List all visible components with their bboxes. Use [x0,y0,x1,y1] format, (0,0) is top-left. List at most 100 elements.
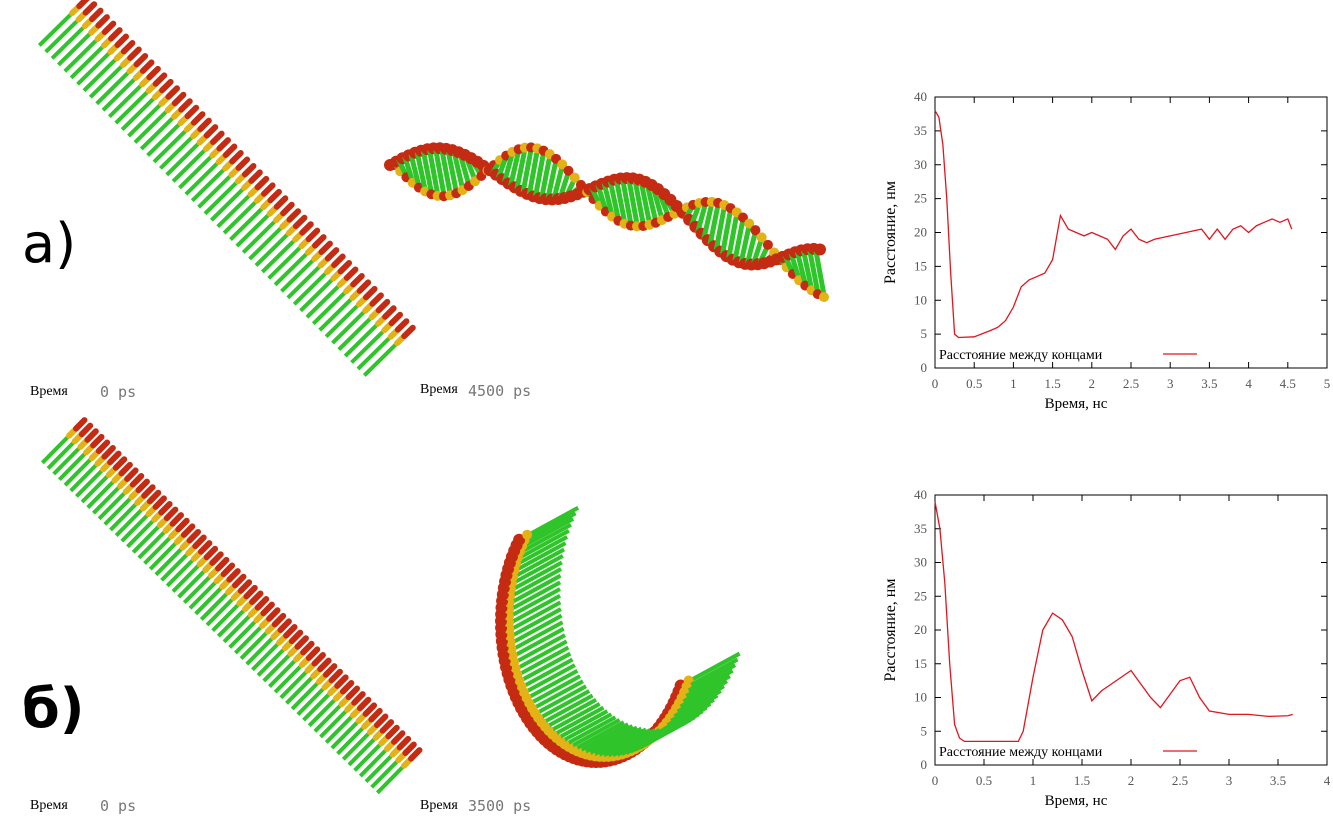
phosphate [737,212,748,223]
sugar [248,169,263,184]
sugar [184,104,200,120]
y-tick-label: 10 [914,292,927,307]
y-tick-label: 20 [914,622,927,637]
base-rung [671,679,728,714]
x-tick-label: 0 [932,773,939,788]
base-rung [505,567,563,601]
phosphate [260,198,272,211]
base-rung [152,129,187,164]
base-rung [639,183,652,224]
y-tick-label: 0 [921,360,928,375]
base-rung [292,271,327,306]
plot-frame [934,96,1328,369]
base-rung [504,580,562,615]
base-rung [536,693,594,728]
base-rung [188,581,217,610]
base-rung [506,554,564,588]
phosphate [336,276,349,288]
sugar [114,33,130,48]
phosphate [139,499,152,512]
base-rung [248,226,283,261]
base-rung [713,206,727,251]
base-rung [222,614,251,644]
base-rung [567,720,625,754]
sugar [351,691,366,706]
sugar [382,305,397,320]
phosphate [270,628,283,641]
base-rung [37,13,73,47]
base-rung [103,497,132,526]
base-rung [414,151,428,191]
base-rung [69,463,98,493]
base-rung [458,155,472,186]
sugar [311,651,326,667]
base-rung [211,603,240,633]
sugar [135,478,150,494]
phosphate [139,75,151,88]
phosphate [230,589,243,601]
base-rung [239,631,268,660]
base-rung [559,715,617,749]
sugar [362,702,378,717]
time-value: 0 ps [100,383,136,401]
time-value: 4500 ps [468,382,531,400]
base-rung [813,251,827,296]
y-tick-label: 10 [914,690,927,705]
base-rung [601,182,615,216]
y-tick-label: 0 [921,757,928,772]
y-tick-label: 30 [914,555,927,570]
base-rung [589,727,647,762]
sugar [241,162,257,178]
base-rung [76,51,111,86]
phosphate [362,302,374,314]
sugar [175,517,190,533]
sugar [373,713,389,729]
base-rung [595,184,609,212]
base-rung [364,754,393,784]
panel-label: а) [22,212,76,275]
base-rung [216,194,251,229]
phosphate [77,438,90,450]
base-rung [563,718,621,752]
sugar [101,445,116,460]
sugar [318,240,333,256]
base-rung [681,657,739,692]
phosphate [202,140,215,153]
base-rung [97,491,126,521]
base-rung [504,587,561,621]
phosphate [132,69,145,81]
sugar [254,596,270,611]
base-rung [114,508,143,537]
phosphate [162,522,175,534]
sugar [271,612,287,628]
base-rung [133,110,168,144]
base-rung [184,161,219,196]
sugar [118,461,133,477]
sugar [120,40,136,55]
sugar [356,279,372,294]
base-rung [205,597,234,627]
base-rung [599,728,656,762]
base-rung [572,722,630,757]
base-rung [69,45,104,80]
base-rung [285,676,314,705]
base-rung [341,732,370,761]
phosphate [285,224,298,237]
phosphate [213,572,226,585]
base-rung [146,123,181,157]
sugar [133,52,149,68]
base-rung [518,663,576,697]
phosphate [569,172,580,183]
sugar [379,719,395,734]
base-rung [46,441,75,470]
phosphate [279,218,292,230]
base-rung [305,284,340,319]
base-rung [95,71,130,106]
base-rung [82,58,117,93]
x-tick-label: 5 [1324,376,1331,391]
y-tick-label: 15 [914,656,927,671]
phosphate [281,639,294,652]
base-rung [555,712,613,747]
y-tick-label: 25 [914,191,927,206]
phosphate [190,127,202,140]
